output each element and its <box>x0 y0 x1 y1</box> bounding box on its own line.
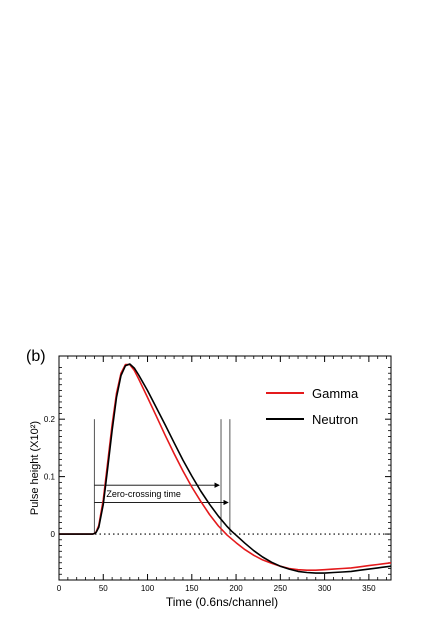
y-axis-label: Pulse height (X10²) <box>29 421 41 515</box>
x-tick-label: 150 <box>185 584 199 593</box>
annotation-label: Zero-crossing time <box>106 489 181 499</box>
y-tick-label: 0.1 <box>44 473 56 482</box>
series-line-neutron <box>59 363 392 574</box>
x-tick-label: 200 <box>229 584 243 593</box>
panel-label: (b) <box>26 348 46 365</box>
legend-label-neutron: Neutron <box>312 412 358 427</box>
legend-label-gamma: Gamma <box>312 386 359 401</box>
x-tick-label: 250 <box>274 584 288 593</box>
x-tick-label: 0 <box>57 584 62 593</box>
x-tick-label: 300 <box>318 584 332 593</box>
y-tick-label: 0.2 <box>44 415 56 424</box>
zero-crossing-annotation <box>93 419 231 535</box>
x-tick-label: 350 <box>362 584 376 593</box>
x-axis-label: Time (0.6ns/channel) <box>166 595 278 609</box>
series-lines <box>59 363 392 574</box>
x-tick-label: 50 <box>99 584 108 593</box>
x-tick-label: 100 <box>141 584 155 593</box>
plot-frame <box>58 355 392 581</box>
axis-ticks: 0 50 100 150 200 250 300 350 0 0.1 0.2 <box>44 356 391 593</box>
chart-legend: Gamma Neutron <box>266 386 359 427</box>
y-tick-label: 0 <box>51 530 56 539</box>
